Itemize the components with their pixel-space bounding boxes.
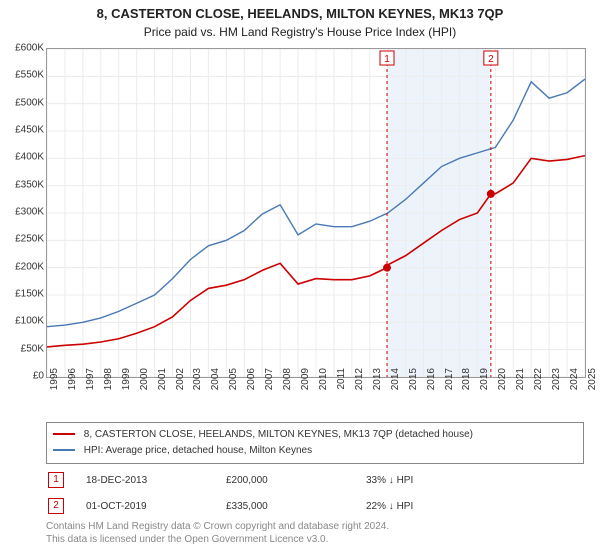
xtick-label: 1995	[49, 368, 60, 398]
legend-item-hpi: HPI: Average price, detached house, Milt…	[53, 443, 577, 459]
attribution-line1: Contains HM Land Registry data © Crown c…	[46, 520, 389, 533]
xtick-label: 2002	[175, 368, 186, 398]
sale-row-1: 1 18-DEC-2013 £200,000 33% ↓ HPI	[48, 468, 582, 492]
chart-container: 8, CASTERTON CLOSE, HEELANDS, MILTON KEY…	[0, 0, 600, 560]
sale-date-2: 01-OCT-2019	[86, 494, 224, 518]
sale-diff-1: 33% ↓ HPI	[366, 468, 582, 492]
xtick-label: 2018	[461, 368, 472, 398]
sale-diff-2: 22% ↓ HPI	[366, 494, 582, 518]
xtick-label: 2016	[426, 368, 437, 398]
xtick-label: 2000	[139, 368, 150, 398]
ytick-label: £200K	[4, 261, 44, 272]
legend-swatch-blue	[53, 449, 75, 451]
sale-badge-1: 1	[48, 472, 64, 488]
xtick-label: 2006	[246, 368, 257, 398]
sale-badge-2: 2	[48, 498, 64, 514]
attribution-line2: This data is licensed under the Open Gov…	[46, 533, 389, 546]
xtick-label: 2017	[444, 368, 455, 398]
xtick-label: 1996	[67, 368, 78, 398]
xtick-label: 2008	[282, 368, 293, 398]
ytick-label: £400K	[4, 152, 44, 163]
xtick-label: 2005	[228, 368, 239, 398]
xtick-label: 2012	[354, 368, 365, 398]
ytick-label: £300K	[4, 207, 44, 218]
sales-table: 1 18-DEC-2013 £200,000 33% ↓ HPI 2 01-OC…	[46, 466, 584, 520]
plot-svg: 12	[47, 49, 585, 377]
ytick-label: £450K	[4, 125, 44, 136]
xtick-label: 1998	[103, 368, 114, 398]
xtick-label: 2020	[497, 368, 508, 398]
sale-price-1: £200,000	[226, 468, 364, 492]
xtick-label: 1997	[85, 368, 96, 398]
xtick-label: 2019	[479, 368, 490, 398]
ytick-label: £100K	[4, 316, 44, 327]
svg-text:2: 2	[488, 54, 494, 65]
xtick-label: 2007	[264, 368, 275, 398]
xtick-label: 2010	[318, 368, 329, 398]
xtick-label: 2022	[533, 368, 544, 398]
ytick-label: £600K	[4, 43, 44, 54]
sale-row-2: 2 01-OCT-2019 £335,000 22% ↓ HPI	[48, 494, 582, 518]
ytick-label: £350K	[4, 179, 44, 190]
xtick-label: 2023	[551, 368, 562, 398]
plot-area: 12	[46, 48, 586, 378]
ytick-label: £50K	[4, 343, 44, 354]
attribution: Contains HM Land Registry data © Crown c…	[46, 520, 389, 546]
legend-label-red: 8, CASTERTON CLOSE, HEELANDS, MILTON KEY…	[84, 429, 473, 440]
xtick-label: 2021	[515, 368, 526, 398]
ytick-label: £150K	[4, 289, 44, 300]
xtick-label: 2025	[587, 368, 598, 398]
xtick-label: 2014	[390, 368, 401, 398]
chart-subtitle: Price paid vs. HM Land Registry's House …	[0, 21, 600, 43]
xtick-label: 2009	[300, 368, 311, 398]
legend-item-property: 8, CASTERTON CLOSE, HEELANDS, MILTON KEY…	[53, 427, 577, 443]
xtick-label: 2013	[372, 368, 383, 398]
ytick-label: £550K	[4, 70, 44, 81]
ytick-label: £500K	[4, 97, 44, 108]
sale-date-1: 18-DEC-2013	[86, 468, 224, 492]
xtick-label: 2011	[336, 368, 347, 398]
chart-title: 8, CASTERTON CLOSE, HEELANDS, MILTON KEY…	[0, 0, 600, 21]
xtick-label: 1999	[121, 368, 132, 398]
legend: 8, CASTERTON CLOSE, HEELANDS, MILTON KEY…	[46, 422, 584, 464]
xtick-label: 2015	[408, 368, 419, 398]
ytick-label: £0	[4, 371, 44, 382]
legend-swatch-red	[53, 433, 75, 435]
xtick-label: 2001	[157, 368, 168, 398]
xtick-label: 2024	[569, 368, 580, 398]
sale-price-2: £335,000	[226, 494, 364, 518]
ytick-label: £250K	[4, 234, 44, 245]
xtick-label: 2003	[192, 368, 203, 398]
svg-text:1: 1	[384, 54, 390, 65]
legend-label-blue: HPI: Average price, detached house, Milt…	[84, 445, 312, 456]
xtick-label: 2004	[210, 368, 221, 398]
